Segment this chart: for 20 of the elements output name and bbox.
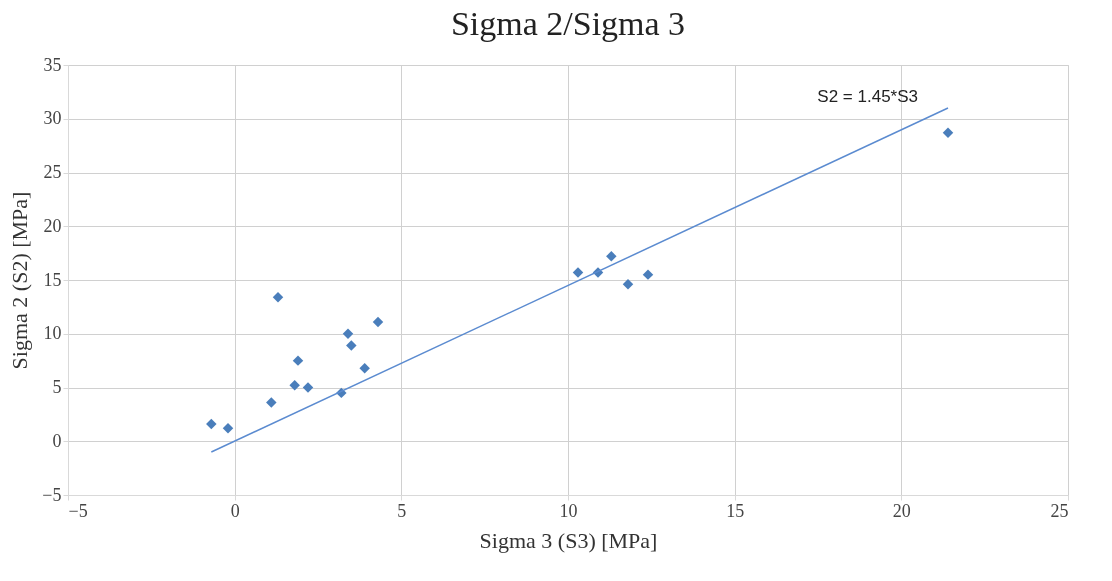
x-tick-label: 10 [559, 500, 578, 521]
x-tick-label: −5 [68, 500, 88, 521]
y-tick-label: 35 [43, 54, 62, 75]
y-tick-label: 5 [52, 377, 62, 397]
y-tick-label: 0 [52, 430, 62, 451]
chart-title: Sigma 2/Sigma 3 [450, 5, 686, 42]
x-tick-label: 15 [726, 500, 745, 521]
y-tick-label: 15 [43, 269, 62, 290]
x-tick-label: 5 [397, 500, 407, 521]
y-tick-label: 20 [43, 215, 62, 236]
y-axis-title: Sigma 2 (S2) [MPa] [7, 191, 33, 370]
series-label: S2 = 1.45*S3 [817, 87, 918, 106]
y-tick-label: 10 [43, 323, 62, 344]
x-tick-label: 20 [892, 500, 911, 521]
y-tick-label: 30 [43, 108, 62, 129]
x-tick-label: 25 [1050, 500, 1069, 521]
x-axis-title: Sigma 3 (S3) [MPa] [479, 527, 658, 553]
y-tick-label: 25 [43, 162, 62, 182]
x-tick-label: 0 [230, 500, 240, 521]
y-tick-label: −5 [42, 484, 62, 505]
